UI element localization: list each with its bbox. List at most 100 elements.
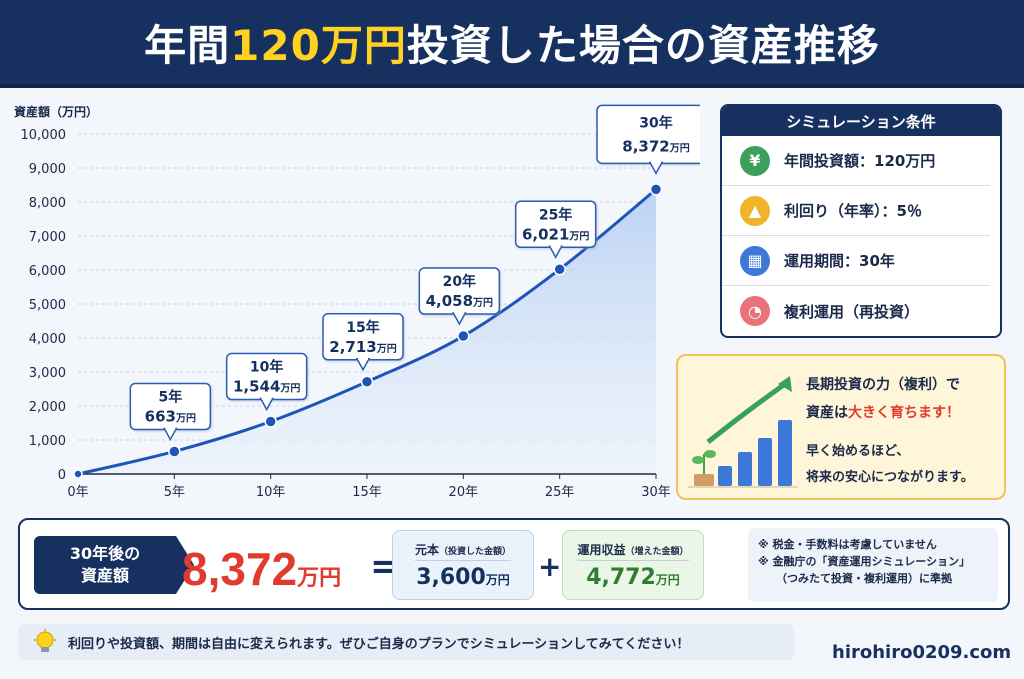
callout-pointer <box>355 358 371 372</box>
gain-value-unit: 万円 <box>655 572 680 587</box>
gain-label-text: 運用収益 <box>577 542 626 557</box>
x-tick-label: 15年 <box>352 485 382 500</box>
callout-value-unit: 万円 <box>175 412 196 424</box>
chart-canvas: 資産額（万円） 0 1,000 2,000 3,000 4,000 5,000 6,000 7… <box>14 104 700 500</box>
conditions-list: ¥ 年間投資額：120万円 ▲ 利回り（年率）：5％ ▦ 運用期間：30年 ◔ 複利運用（再投… <box>722 136 1000 336</box>
callout-value-unit: 万円 <box>472 297 493 309</box>
y-tick-label: 3,000 <box>29 366 66 381</box>
condition-row: ¥ 年間投資額：120万円 <box>722 136 990 186</box>
condition-text: 運用期間：30年 <box>784 252 895 270</box>
callout-value: 663万円 <box>145 407 196 425</box>
result-badge-arrow <box>176 536 194 594</box>
y-tick-label: 10,000 <box>21 128 67 143</box>
condition-row: ▲ 利回り（年率）：5％ <box>722 186 990 236</box>
pie-chart-icon: ◔ <box>740 296 770 326</box>
title-suffix: 投資した場合の資産推移 <box>406 20 880 70</box>
asset-growth-chart: 資産額（万円） 0 1,000 2,000 3,000 4,000 5,000 6,000 7… <box>0 92 700 512</box>
data-point <box>457 329 470 343</box>
result-badge-line2: 資産額 <box>80 566 129 585</box>
principal-note: （投資した金額） <box>439 546 512 557</box>
callout-value: 2,713万円 <box>329 338 396 356</box>
data-point <box>649 183 663 196</box>
callout-pointer <box>163 427 178 442</box>
y-tick-label: 5,000 <box>29 298 66 313</box>
yen-icon: ¥ <box>740 145 770 176</box>
x-tick-label: 30年 <box>641 485 671 500</box>
callout-value-unit: 万円 <box>376 343 397 355</box>
callout-value: 6,021万円 <box>522 225 589 243</box>
principal-value: 3,600万円 <box>416 565 510 590</box>
data-point <box>360 375 374 389</box>
title-highlight: 120万円 <box>230 20 407 70</box>
result-badge-line1: 30年後の <box>69 544 141 563</box>
callout-year: 30年 <box>639 114 672 131</box>
gain-value: 4,772万円 <box>586 565 680 590</box>
growth-chart-icon: ▲ <box>740 195 770 226</box>
data-point <box>168 445 181 458</box>
area-layer <box>78 189 656 474</box>
x-tick-label: 0年 <box>67 485 88 500</box>
principal-label: 元本（投資した金額） <box>414 541 512 561</box>
gain-value-number: 4,772 <box>586 564 656 590</box>
tip-bar: 利回りや投資額、期間は自由に変えられます。ぜひご自身のプランでシミュレーションし… <box>18 624 794 660</box>
message-line2-prefix: 資産は <box>806 405 848 421</box>
callout-year: 15年 <box>346 319 379 336</box>
callout-value: 1,544万円 <box>233 378 300 396</box>
conditions-title: シミュレーション条件 <box>722 106 1000 136</box>
message-panel: 長期投資の力（複利）で 資産は大きく育ちます！ 早く始めるほど、 将来の安心につ… <box>676 354 1006 500</box>
callout-value-unit: 万円 <box>568 230 589 242</box>
callout-box: 15年 2,713万円 <box>322 313 404 372</box>
callout-value-unit: 万円 <box>279 383 300 395</box>
x-tick-label: 10年 <box>256 485 286 500</box>
note-fsa-detail: （つみたて投資・複利運用）に準拠 <box>776 572 952 585</box>
y-tick-label: 9,000 <box>29 162 66 177</box>
gain-note: （増えた金額） <box>625 546 689 557</box>
callout-value: 4,058万円 <box>426 292 493 310</box>
callout-box: 25年 6,021万円 <box>514 200 597 259</box>
callout-year: 5年 <box>158 388 182 405</box>
callout-value-unit: 万円 <box>669 142 690 154</box>
lightbulb-icon <box>34 629 56 652</box>
result-badge: 30年後の 資産額 <box>34 536 176 594</box>
callout-year: 10年 <box>250 359 283 376</box>
note-fsa: ※ 金融庁の「資産運用シミュレーション」 <box>758 555 971 568</box>
y-tick-label: 0 <box>58 468 66 483</box>
y-axis-label: 資産額（万円） <box>14 104 98 119</box>
callout-box: 5年 663万円 <box>129 382 212 442</box>
page-title: 年間120万円投資した場合の資産推移 <box>144 12 880 73</box>
callout-box: 30年 8,372万円 <box>596 104 700 175</box>
condition-row: ▦ 運用期間：30年 <box>722 236 990 286</box>
condition-text: 複利運用（再投資） <box>784 302 920 321</box>
principal-box: 元本（投資した金額） 3,600万円 <box>392 530 534 600</box>
y-tick-label: 7,000 <box>29 230 66 245</box>
callout-pointer <box>548 245 563 259</box>
callout-pointer <box>452 312 467 326</box>
condition-row: ◔ 複利運用（再投資） <box>722 286 990 336</box>
y-tick-label: 4,000 <box>29 332 66 347</box>
message-line3: 早く始めるほど、 <box>806 444 910 459</box>
callout-value-number: 2,713 <box>329 338 376 356</box>
result-total-value: 8,372 <box>182 543 298 595</box>
condition-text: 利回り（年率）：5％ <box>784 202 922 220</box>
site-url-link[interactable]: hirohiro0209.com <box>832 642 1012 663</box>
principal-label-text: 元本 <box>414 542 439 557</box>
result-total: 8,372万円 <box>182 542 341 596</box>
message-line2-emphasis: 大きく育ちます！ <box>848 405 960 421</box>
gain-box: 運用収益（増えた金額） 4,772万円 <box>562 530 704 600</box>
marks-layer <box>73 183 663 479</box>
callout-pointer <box>648 161 664 175</box>
x-tick-label: 20年 <box>449 485 479 500</box>
gain-label: 運用収益（増えた金額） <box>577 541 689 561</box>
data-point <box>264 415 277 428</box>
callout-value-number: 6,021 <box>522 225 569 243</box>
x-tick-label: 5年 <box>164 485 185 500</box>
data-point <box>73 469 83 479</box>
callout-value-number: 8,372 <box>622 137 669 155</box>
principal-value-number: 3,600 <box>416 564 486 590</box>
result-panel: 30年後の 資産額 8,372万円 = 元本（投資した金額） 3,600万円 +… <box>18 518 1010 610</box>
message-line1: 長期投資の力（複利）で <box>806 377 960 393</box>
callout-value-number: 4,058 <box>426 292 473 310</box>
principal-value-unit: 万円 <box>485 572 510 587</box>
result-total-unit: 万円 <box>297 565 342 590</box>
data-point <box>553 263 566 276</box>
